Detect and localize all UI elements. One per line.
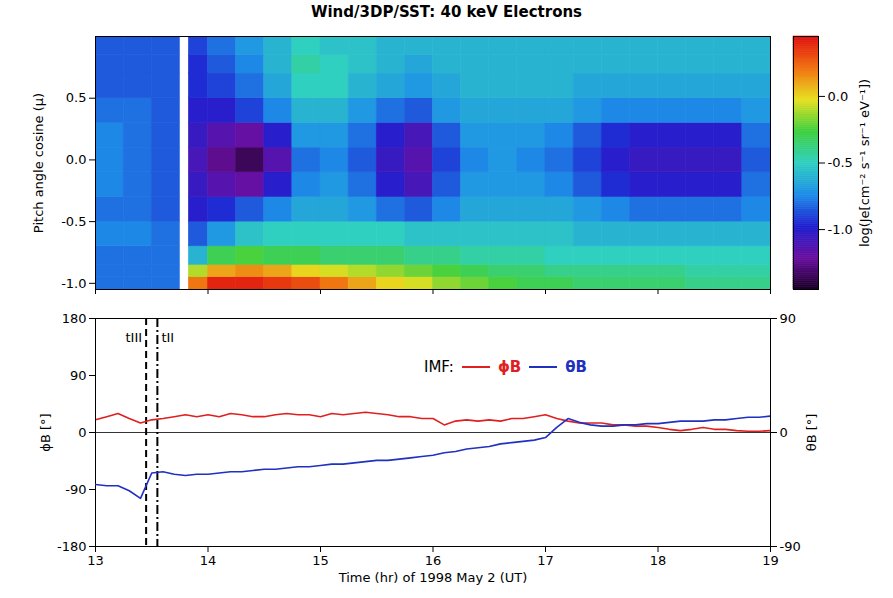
- svg-text:0.5: 0.5: [66, 90, 87, 105]
- svg-text:log(Je[cm⁻² s⁻¹ sr⁻¹ eV⁻¹]): log(Je[cm⁻² s⁻¹ sr⁻¹ eV⁻¹]): [857, 79, 872, 247]
- svg-text:180: 180: [62, 311, 87, 326]
- svg-text:0.0: 0.0: [828, 89, 849, 104]
- svg-text:90: 90: [70, 368, 87, 383]
- svg-text:18: 18: [650, 553, 667, 568]
- svg-text:-90: -90: [65, 482, 86, 497]
- svg-text:-90: -90: [780, 539, 801, 554]
- svg-text:19: 19: [762, 553, 779, 568]
- html-text:Wind/3DP/SST: 40 keV Electrons: Wind/3DP/SST: 40 keV Electrons: [310, 3, 583, 21]
- svg-text:tIII: tIII: [126, 330, 143, 345]
- svg-text:-180: -180: [57, 539, 87, 554]
- html-text:ϕB: ϕB: [497, 358, 522, 376]
- svg-text:ϕB [°]: ϕB [°]: [38, 413, 53, 451]
- svg-text:-1.0: -1.0: [828, 222, 853, 237]
- svg-text:tII: tII: [161, 330, 174, 345]
- svg-text:15: 15: [312, 553, 329, 568]
- html-text:IMF:: IMF:: [424, 358, 454, 376]
- svg-text:0: 0: [780, 425, 788, 440]
- svg-text:17: 17: [537, 553, 554, 568]
- svg-text:0.0: 0.0: [66, 152, 87, 167]
- svg-text:Pitch angle cosine (μ): Pitch angle cosine (μ): [31, 93, 46, 233]
- svg-text:90: 90: [780, 311, 797, 326]
- svg-text:-0.5: -0.5: [61, 214, 86, 229]
- svg-text:16: 16: [425, 553, 442, 568]
- svg-text:θB [°]: θB [°]: [804, 414, 819, 452]
- svg-text:0: 0: [78, 425, 86, 440]
- html-text:θB: θB: [565, 358, 587, 376]
- svg-text:14: 14: [200, 553, 217, 568]
- svg-text:-0.5: -0.5: [828, 155, 853, 170]
- svg-text:-1.0: -1.0: [61, 275, 86, 290]
- svg-text:13: 13: [87, 553, 104, 568]
- svg-text:Time (hr) of 1998 May 2 (UT): Time (hr) of 1998 May 2 (UT): [338, 570, 528, 585]
